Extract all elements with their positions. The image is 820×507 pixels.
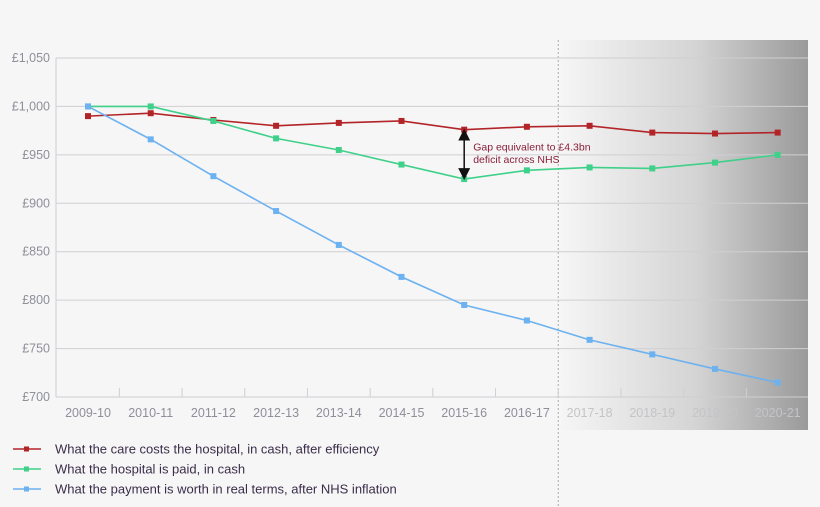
x-tick-label: 2009-10 bbox=[65, 406, 111, 420]
data-point bbox=[774, 379, 781, 386]
x-tick-label: 2010-11 bbox=[128, 406, 173, 420]
data-point bbox=[398, 273, 405, 280]
data-point bbox=[273, 135, 280, 142]
data-point bbox=[461, 176, 468, 183]
gap-annotation-text: deficit across NHS bbox=[473, 154, 559, 166]
data-point bbox=[461, 301, 468, 308]
data-point bbox=[586, 122, 593, 129]
data-point bbox=[523, 167, 530, 174]
x-tick-label: 2017-18 bbox=[567, 406, 613, 420]
x-tick-label: 2012-13 bbox=[253, 406, 299, 420]
projection-shading bbox=[558, 40, 808, 430]
data-point bbox=[649, 165, 656, 172]
data-point bbox=[649, 129, 656, 136]
data-point bbox=[147, 103, 154, 110]
x-tick-label: 2013-14 bbox=[316, 406, 362, 420]
data-point bbox=[210, 173, 217, 180]
legend-swatch-marker bbox=[24, 486, 29, 492]
legend-swatch-marker bbox=[24, 446, 29, 452]
x-tick-label: 2016-17 bbox=[504, 406, 550, 420]
x-tick-label: 2018-19 bbox=[629, 406, 675, 420]
data-point bbox=[774, 151, 781, 158]
y-tick-label: £750 bbox=[22, 342, 50, 356]
data-point bbox=[398, 161, 405, 168]
data-point bbox=[712, 159, 718, 166]
x-tick-label: 2011-12 bbox=[191, 406, 236, 420]
data-point bbox=[147, 110, 154, 117]
data-point bbox=[85, 113, 91, 120]
data-point bbox=[649, 351, 656, 358]
data-point bbox=[85, 103, 91, 110]
data-point bbox=[335, 241, 342, 248]
data-point bbox=[586, 164, 593, 171]
data-point bbox=[523, 317, 530, 324]
data-point bbox=[523, 123, 530, 130]
y-tick-label: £800 bbox=[22, 293, 50, 307]
gap-annotation-text: Gap equivalent to £4.3bn bbox=[473, 142, 591, 154]
data-point bbox=[586, 336, 593, 343]
data-point bbox=[335, 147, 342, 154]
series-line bbox=[88, 105, 778, 180]
data-point bbox=[273, 208, 280, 215]
x-tick-label: 2014-15 bbox=[379, 406, 425, 420]
x-tick-label: 2020-21 bbox=[755, 406, 801, 420]
data-point bbox=[712, 130, 718, 137]
legend-label: What the care costs the hospital, in cas… bbox=[55, 442, 380, 457]
data-point bbox=[461, 126, 468, 133]
data-point bbox=[774, 129, 781, 136]
y-tick-label: £700 bbox=[22, 390, 50, 404]
legend-label: What the hospital is paid, in cash bbox=[55, 462, 245, 477]
legend-swatch-marker bbox=[24, 466, 29, 472]
data-point bbox=[147, 136, 154, 143]
data-point bbox=[335, 119, 342, 126]
data-point bbox=[398, 117, 405, 124]
data-point bbox=[210, 117, 217, 124]
y-tick-label: £1,000 bbox=[12, 99, 50, 113]
series-line bbox=[87, 105, 778, 384]
legend-label: What the payment is worth in real terms,… bbox=[55, 482, 397, 497]
x-tick-label: 2019-20 bbox=[692, 406, 738, 420]
data-point bbox=[273, 122, 280, 129]
y-tick-label: £1,050 bbox=[12, 51, 50, 65]
y-tick-label: £850 bbox=[22, 245, 50, 259]
y-tick-label: £900 bbox=[22, 196, 50, 210]
x-tick-label: 2015-16 bbox=[441, 406, 487, 420]
y-tick-label: £950 bbox=[22, 148, 50, 162]
data-point bbox=[712, 365, 718, 372]
